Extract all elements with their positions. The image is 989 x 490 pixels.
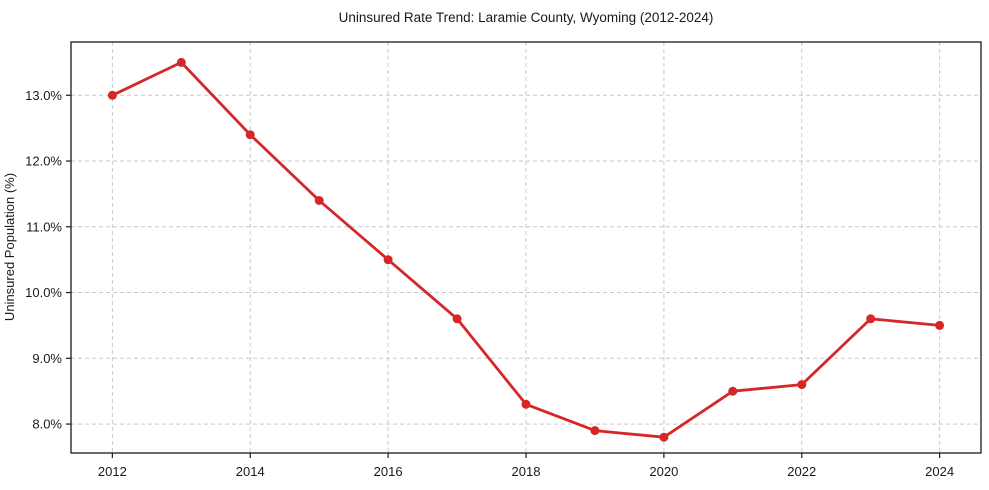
y-axis-label: Uninsured Population (%) (2, 173, 17, 321)
x-tick-label: 2018 (512, 464, 541, 479)
data-point-2012 (107, 90, 117, 100)
chart-title: Uninsured Rate Trend: Laramie County, Wy… (339, 10, 714, 25)
x-tick-label: 2014 (236, 464, 265, 479)
grid-layer (71, 42, 981, 453)
data-point-2023 (866, 314, 876, 324)
data-point-2013 (176, 57, 186, 67)
data-point-2017 (452, 314, 462, 324)
data-point-2022 (797, 380, 807, 390)
data-point-2014 (245, 130, 255, 140)
y-tick-label: 10.0% (25, 285, 62, 300)
plot-area-border (70, 41, 982, 454)
data-point-2024 (935, 320, 945, 330)
x-tick-label: 2024 (925, 464, 954, 479)
x-tick-label: 2022 (787, 464, 816, 479)
data-point-2018 (521, 399, 531, 409)
data-point-2020 (659, 432, 669, 442)
data-point-2015 (314, 196, 324, 205)
axis-layer: 8.0% 9.0% 10.0% 11.0% 12.0% 13.0% 2012 2014 2016… (25, 41, 982, 479)
y-tick-label: 9.0% (32, 351, 62, 366)
data-point-2021 (728, 386, 738, 396)
y-tick-label: 11.0% (26, 219, 62, 234)
y-tick-label: 13.0% (25, 88, 62, 103)
x-tick-label: 2012 (98, 464, 127, 479)
y-tick-label: 12.0% (25, 154, 62, 169)
data-point-2016 (383, 255, 393, 265)
data-layer (107, 57, 945, 442)
y-tick-label: 8.0% (32, 417, 62, 432)
data-point-2019 (590, 426, 600, 436)
x-tick-label: 2016 (374, 464, 403, 479)
x-tick-label: 2020 (649, 464, 678, 479)
